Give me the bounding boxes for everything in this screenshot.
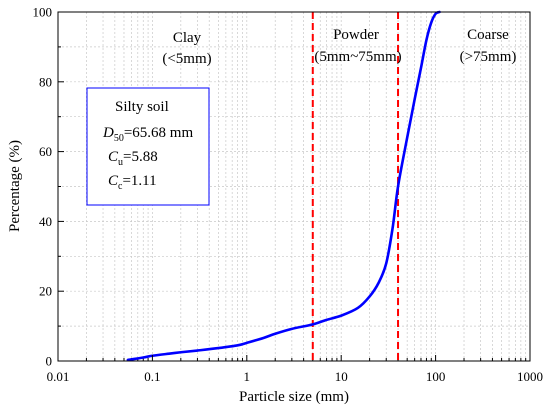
region-range-clay: (<5mm) bbox=[162, 51, 211, 67]
region-labels: Clay (<5mm) Powder (5mm~75mm) Coarse (>7… bbox=[162, 27, 516, 67]
region-name-powder: Powder bbox=[333, 27, 379, 43]
info-box: Silty soil D50=65.68 mm Cu=5.88 Cc=1.11 bbox=[86, 87, 210, 206]
cc-value: =1.11 bbox=[122, 173, 156, 189]
info-d50: D50=65.68 mm bbox=[102, 125, 193, 144]
plot-frame bbox=[57, 11, 531, 362]
y-tick-label: 40 bbox=[39, 214, 52, 229]
cu-value: =5.88 bbox=[123, 149, 158, 165]
x-tick-label: 1 bbox=[244, 369, 251, 384]
region-range-coarse: (>75mm) bbox=[460, 49, 517, 65]
x-tick-labels: 0.01 0.1 1 10 100 1000 bbox=[47, 369, 543, 384]
series-group bbox=[126, 10, 441, 362]
region-range-powder: (5mm~75mm) bbox=[314, 49, 401, 65]
cc-subscript: c bbox=[118, 181, 123, 192]
region-name-clay: Clay bbox=[173, 30, 202, 46]
y-tick-label: 0 bbox=[46, 354, 53, 369]
grading-curve bbox=[126, 10, 441, 362]
divider-lines bbox=[311, 12, 400, 361]
cu-subscript: u bbox=[118, 157, 123, 168]
y-axis-title: Percentage (%) bbox=[7, 140, 23, 232]
d50-symbol: D bbox=[102, 125, 114, 141]
y-tick-labels: 0 20 40 60 80 100 bbox=[33, 5, 53, 369]
info-box-frame bbox=[86, 87, 210, 206]
cc-symbol: C bbox=[108, 173, 119, 189]
cu-symbol: C bbox=[108, 149, 119, 165]
y-tick-label: 100 bbox=[33, 5, 53, 20]
x-tick-label: 0.01 bbox=[47, 369, 70, 384]
info-title: Silty soil bbox=[115, 99, 169, 115]
x-tick-label: 10 bbox=[335, 369, 348, 384]
d50-value: =65.68 mm bbox=[124, 125, 194, 141]
region-name-coarse: Coarse bbox=[467, 27, 509, 43]
y-tick-label: 20 bbox=[39, 284, 52, 299]
grid bbox=[58, 12, 530, 361]
d50-subscript: 50 bbox=[114, 133, 124, 144]
x-tick-label: 100 bbox=[426, 369, 446, 384]
x-axis-title: Particle size (mm) bbox=[239, 389, 349, 405]
x-tick-label: 1000 bbox=[517, 369, 543, 384]
major-ticks bbox=[57, 11, 531, 362]
x-tick-label: 0.1 bbox=[144, 369, 160, 384]
y-tick-label: 80 bbox=[39, 74, 52, 89]
info-cc: Cc=1.11 bbox=[108, 173, 157, 192]
info-cu: Cu=5.88 bbox=[108, 149, 158, 168]
y-tick-label: 60 bbox=[39, 144, 52, 159]
